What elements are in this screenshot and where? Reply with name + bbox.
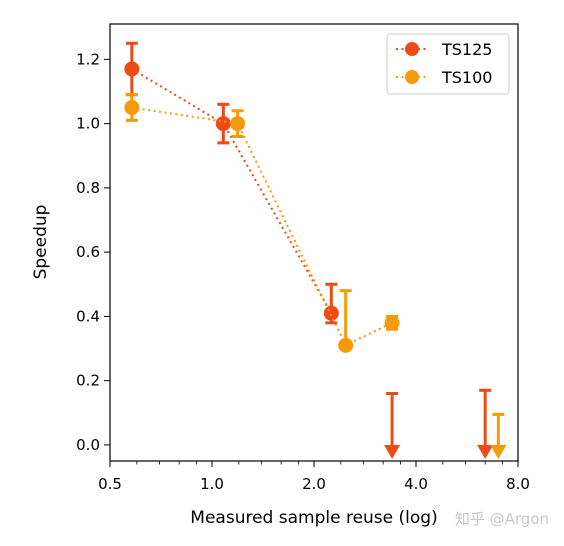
point-ts100-0 [124, 100, 140, 116]
upper-limit-ts125-0 [384, 392, 401, 459]
x-axis: 0.5 1.0 2.0 4.0 8.0 [98, 461, 530, 493]
y-tick-label: 0.8 [76, 179, 100, 197]
x-tick-label: 0.5 [98, 475, 122, 493]
point-ts100-2 [338, 337, 354, 353]
point-ts100-1 [230, 116, 246, 132]
legend-marker-ts100 [405, 70, 419, 84]
limit-arrowhead [384, 445, 401, 459]
y-axis-label: Speedup [31, 205, 51, 280]
y-tick-label: 1.0 [76, 115, 100, 133]
upper-limit-ts100-0 [490, 412, 507, 459]
y-axis: 0.0 0.2 0.4 0.6 0.8 1.0 1.2 [76, 50, 110, 454]
errorbar-ts100-2 [339, 289, 352, 347]
point-ts125-2 [323, 305, 339, 321]
point-ts125-0 [124, 61, 140, 77]
y-tick-label: 0.2 [76, 372, 100, 390]
series-line-ts100 [131, 106, 393, 347]
legend: TS125 TS100 [386, 33, 510, 95]
x-tick-label: 4.0 [404, 475, 428, 493]
limit-arrowhead [490, 445, 507, 459]
point-ts100-3 [384, 315, 400, 331]
legend-label-ts100: TS100 [441, 68, 492, 87]
series-line-ts125 [131, 68, 333, 314]
plot-content [124, 41, 507, 459]
upper-limit-ts125-1 [477, 388, 494, 459]
point-ts125-1 [215, 116, 231, 132]
watermark-text: 知乎 @Argon [455, 510, 549, 528]
y-tick-label: 1.2 [76, 50, 100, 68]
y-tick-label: 0.6 [76, 243, 100, 261]
x-axis-label: Measured sample reuse (log) [190, 508, 437, 528]
y-tick-label: 0.4 [76, 307, 100, 325]
legend-marker-ts125 [405, 42, 419, 56]
legend-label-ts125: TS125 [441, 40, 492, 59]
limit-arrowhead [477, 445, 494, 459]
x-tick-label: 1.0 [200, 475, 224, 493]
x-tick-label: 8.0 [506, 475, 530, 493]
y-tick-label: 0.0 [76, 436, 100, 454]
x-tick-label: 2.0 [302, 475, 326, 493]
